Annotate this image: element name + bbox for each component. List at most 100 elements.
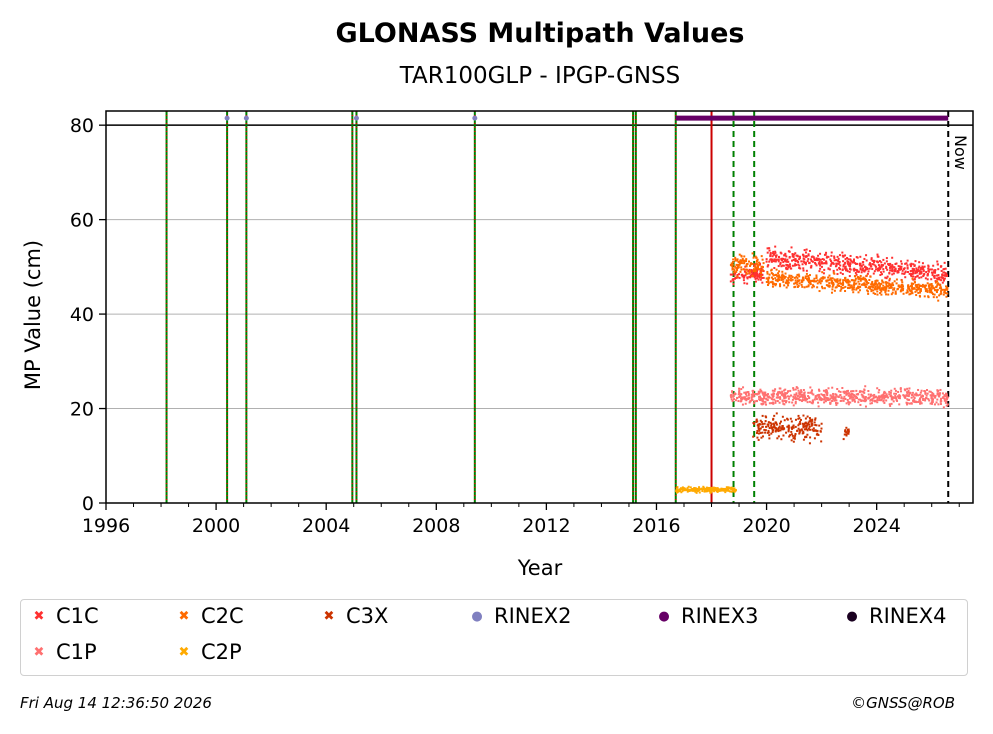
grid-lines: [106, 124, 973, 410]
data-point: [824, 253, 827, 256]
data-point: [756, 429, 759, 432]
data-point: [808, 397, 811, 400]
data-point: [780, 277, 783, 280]
data-point: [885, 260, 888, 263]
data-point: [833, 272, 836, 275]
data-point: [777, 265, 780, 268]
data-point: [744, 392, 747, 395]
data-point: [816, 432, 819, 435]
data-point: [789, 265, 792, 268]
data-point: [760, 402, 763, 405]
data-point: [761, 276, 764, 279]
data-point: [805, 269, 808, 272]
data-point: [878, 399, 881, 402]
data-point: [840, 288, 843, 291]
data-point: [807, 275, 810, 278]
data-point: [946, 396, 949, 399]
data-point: [732, 271, 735, 274]
data-point: [864, 269, 867, 272]
data-point: [888, 403, 891, 406]
data-point: [922, 399, 925, 402]
data-point: [827, 387, 830, 390]
data-point: [895, 278, 898, 281]
data-point: [906, 387, 909, 390]
data-point: [733, 398, 736, 401]
data-point: [829, 264, 832, 267]
data-point: [861, 394, 864, 397]
data-point: [868, 285, 871, 288]
data-point: [837, 262, 840, 265]
data-point: [847, 428, 850, 431]
data-point: [753, 400, 756, 403]
data-point: [756, 270, 759, 273]
data-point: [760, 265, 763, 268]
data-point: [781, 428, 784, 431]
data-point: [885, 281, 888, 284]
data-point: [780, 438, 783, 441]
data-point: [747, 269, 750, 272]
data-point: [876, 269, 879, 272]
data-point: [854, 262, 857, 265]
data-point: [794, 263, 797, 266]
data-point: [816, 257, 819, 260]
data-point: [752, 269, 755, 272]
data-point: [846, 270, 849, 273]
data-point: [784, 392, 787, 395]
series-c2p: [675, 485, 737, 494]
data-point: [676, 491, 679, 494]
data-point: [768, 427, 771, 430]
data-point: [745, 258, 748, 261]
data-point: [767, 396, 770, 399]
data-point: [804, 275, 807, 278]
data-point: [784, 272, 787, 275]
data-point: [944, 394, 947, 397]
data-point: [827, 267, 830, 270]
data-point: [810, 422, 813, 425]
data-point: [844, 430, 847, 433]
data-point: [760, 421, 763, 424]
data-point: [759, 395, 762, 398]
data-point: [937, 268, 940, 271]
data-point: [874, 265, 877, 268]
data-point: [754, 255, 757, 258]
data-point: [763, 391, 766, 394]
data-point: [915, 284, 918, 287]
data-point: [879, 266, 882, 269]
data-point: [869, 263, 872, 266]
data-point: [811, 255, 814, 258]
data-point: [772, 253, 775, 256]
data-point: [856, 270, 859, 273]
data-point: [890, 269, 893, 272]
data-point: [782, 434, 785, 437]
data-point: [705, 486, 708, 489]
data-point: [688, 488, 691, 491]
data-point: [839, 289, 842, 292]
data-point: [879, 292, 882, 295]
data-point: [729, 263, 732, 266]
data-point: [915, 288, 918, 291]
data-point: [783, 275, 786, 278]
data-point: [767, 431, 770, 434]
data-point: [937, 274, 940, 277]
data-point: [878, 260, 881, 263]
data-point: [730, 396, 733, 399]
data-point: [818, 389, 821, 392]
data-point: [855, 282, 858, 285]
data-point: [863, 282, 866, 285]
data-point: [732, 487, 735, 490]
data-point: [808, 423, 811, 426]
data-point: [932, 275, 935, 278]
data-point: [832, 392, 835, 395]
data-point: [730, 398, 733, 401]
data-point: [732, 393, 735, 396]
data-point: [923, 390, 926, 393]
data-point: [732, 283, 735, 286]
data-point: [766, 270, 769, 273]
data-point: [906, 266, 909, 269]
data-point: [867, 286, 870, 289]
data-point: [807, 422, 810, 425]
data-point: [838, 254, 841, 257]
data-point: [886, 268, 889, 271]
data-point: [714, 488, 717, 491]
data-point: [944, 267, 947, 270]
